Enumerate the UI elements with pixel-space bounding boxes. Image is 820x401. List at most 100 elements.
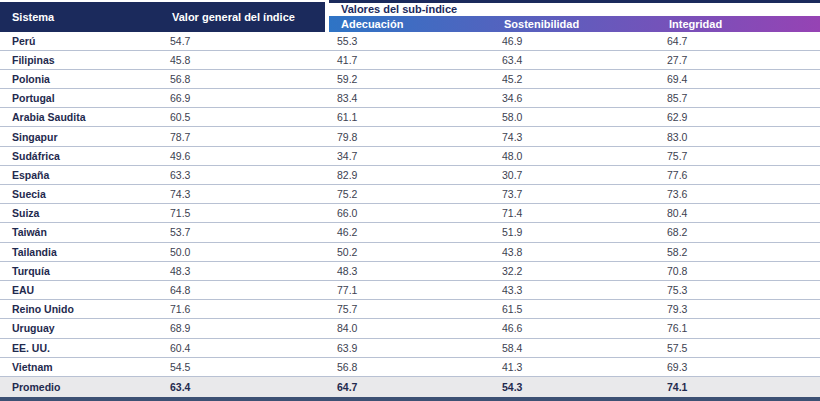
value-cell: 45.8 <box>160 50 327 69</box>
value-cell: 68.2 <box>657 223 820 242</box>
value-cell: 79.3 <box>657 300 820 319</box>
value-cell: 48.3 <box>327 261 492 280</box>
value-cell: 34.7 <box>327 146 492 165</box>
value-cell: 46.2 <box>327 223 492 242</box>
value-cell: 60.4 <box>160 338 327 357</box>
value-cell: 71.5 <box>160 204 327 223</box>
system-name-cell: Portugal <box>0 89 160 108</box>
table-row: Suiza71.566.071.480.4 <box>0 204 820 223</box>
table-row: EE. UU.60.463.958.457.5 <box>0 338 820 357</box>
value-cell: 41.7 <box>327 50 492 69</box>
value-cell: 64.7 <box>327 376 492 399</box>
value-cell: 79.8 <box>327 127 492 146</box>
value-cell: 61.1 <box>327 108 492 127</box>
column-header-sistema: Sistema <box>0 2 160 32</box>
table-row: Vietnam54.556.841.369.3 <box>0 357 820 376</box>
value-cell: 50.2 <box>327 242 492 261</box>
value-cell: 84.0 <box>327 319 492 338</box>
system-name-cell: Tailandia <box>0 242 160 261</box>
pension-index-table-wrap: Sistema Valor general del índice Valores… <box>0 0 820 401</box>
value-cell: 71.6 <box>160 300 327 319</box>
table-row: Tailandia50.050.243.858.2 <box>0 242 820 261</box>
value-cell: 46.9 <box>492 32 657 51</box>
value-cell: 63.4 <box>492 50 657 69</box>
value-cell: 43.8 <box>492 242 657 261</box>
value-cell: 45.2 <box>492 69 657 88</box>
value-cell: 54.5 <box>160 357 327 376</box>
value-cell: 69.4 <box>657 69 820 88</box>
value-cell: 27.7 <box>657 50 820 69</box>
average-row: Promedio 63.4 64.7 54.3 74.1 <box>0 376 820 399</box>
value-cell: 77.1 <box>327 280 492 299</box>
value-cell: 34.6 <box>492 89 657 108</box>
table-row: Portugal66.983.434.685.7 <box>0 89 820 108</box>
pension-index-table: Sistema Valor general del índice Valores… <box>0 0 820 401</box>
value-cell: 50.0 <box>160 242 327 261</box>
value-cell: 78.7 <box>160 127 327 146</box>
value-cell: 61.5 <box>492 300 657 319</box>
value-cell: 30.7 <box>492 165 657 184</box>
system-name-cell: Turquía <box>0 261 160 280</box>
value-cell: 63.9 <box>327 338 492 357</box>
value-cell: 48.0 <box>492 146 657 165</box>
value-cell: 43.3 <box>492 280 657 299</box>
system-name-cell: EE. UU. <box>0 338 160 357</box>
system-name-cell: Uruguay <box>0 319 160 338</box>
value-cell: 54.7 <box>160 32 327 51</box>
table-body: Perú54.755.346.964.7Filipinas45.841.763.… <box>0 32 820 377</box>
value-cell: 64.8 <box>160 280 327 299</box>
value-cell: 56.8 <box>327 357 492 376</box>
table-row: Turquía48.348.332.270.8 <box>0 261 820 280</box>
value-cell: 74.3 <box>492 127 657 146</box>
value-cell: 64.7 <box>657 32 820 51</box>
value-cell: 73.7 <box>492 185 657 204</box>
column-header-adecuacion: Adecuación <box>327 16 492 32</box>
system-name-cell: EAU <box>0 280 160 299</box>
value-cell: 73.6 <box>657 185 820 204</box>
table-row: Reino Unido71.675.761.579.3 <box>0 300 820 319</box>
value-cell: 54.3 <box>492 376 657 399</box>
system-name-cell: Sudáfrica <box>0 146 160 165</box>
column-header-integridad: Integridad <box>657 16 820 32</box>
value-cell: 63.4 <box>160 376 327 399</box>
system-name-cell: Suecia <box>0 185 160 204</box>
system-name-cell: Singapur <box>0 127 160 146</box>
header-row-group: Sistema Valor general del índice Valores… <box>0 2 820 16</box>
value-cell: 74.1 <box>657 376 820 399</box>
system-name-cell: Filipinas <box>0 50 160 69</box>
value-cell: 58.0 <box>492 108 657 127</box>
system-name-cell: Promedio <box>0 376 160 399</box>
value-cell: 58.4 <box>492 338 657 357</box>
system-name-cell: Vietnam <box>0 357 160 376</box>
value-cell: 59.2 <box>327 69 492 88</box>
value-cell: 85.7 <box>657 89 820 108</box>
table-row: Sudáfrica49.634.748.075.7 <box>0 146 820 165</box>
value-cell: 51.9 <box>492 223 657 242</box>
value-cell: 69.3 <box>657 357 820 376</box>
system-name-cell: Perú <box>0 32 160 51</box>
table-header: Sistema Valor general del índice Valores… <box>0 2 820 32</box>
system-name-cell: Suiza <box>0 204 160 223</box>
value-cell: 83.0 <box>657 127 820 146</box>
value-cell: 58.2 <box>657 242 820 261</box>
table-row: Polonia56.859.245.269.4 <box>0 69 820 88</box>
table-row: España63.382.930.777.6 <box>0 165 820 184</box>
value-cell: 53.7 <box>160 223 327 242</box>
value-cell: 75.2 <box>327 185 492 204</box>
table-row: Taiwán53.746.251.968.2 <box>0 223 820 242</box>
table-row: Uruguay68.984.046.676.1 <box>0 319 820 338</box>
value-cell: 55.3 <box>327 32 492 51</box>
system-name-cell: Reino Unido <box>0 300 160 319</box>
value-cell: 83.4 <box>327 89 492 108</box>
value-cell: 76.1 <box>657 319 820 338</box>
value-cell: 66.9 <box>160 89 327 108</box>
table-row: EAU64.877.143.375.3 <box>0 280 820 299</box>
value-cell: 63.3 <box>160 165 327 184</box>
value-cell: 60.5 <box>160 108 327 127</box>
value-cell: 41.3 <box>492 357 657 376</box>
value-cell: 56.8 <box>160 69 327 88</box>
system-name-cell: Taiwán <box>0 223 160 242</box>
table-row: Suecia74.375.273.773.6 <box>0 185 820 204</box>
table-row: Singapur78.779.874.383.0 <box>0 127 820 146</box>
column-header-sostenibilidad: Sostenibilidad <box>492 16 657 32</box>
